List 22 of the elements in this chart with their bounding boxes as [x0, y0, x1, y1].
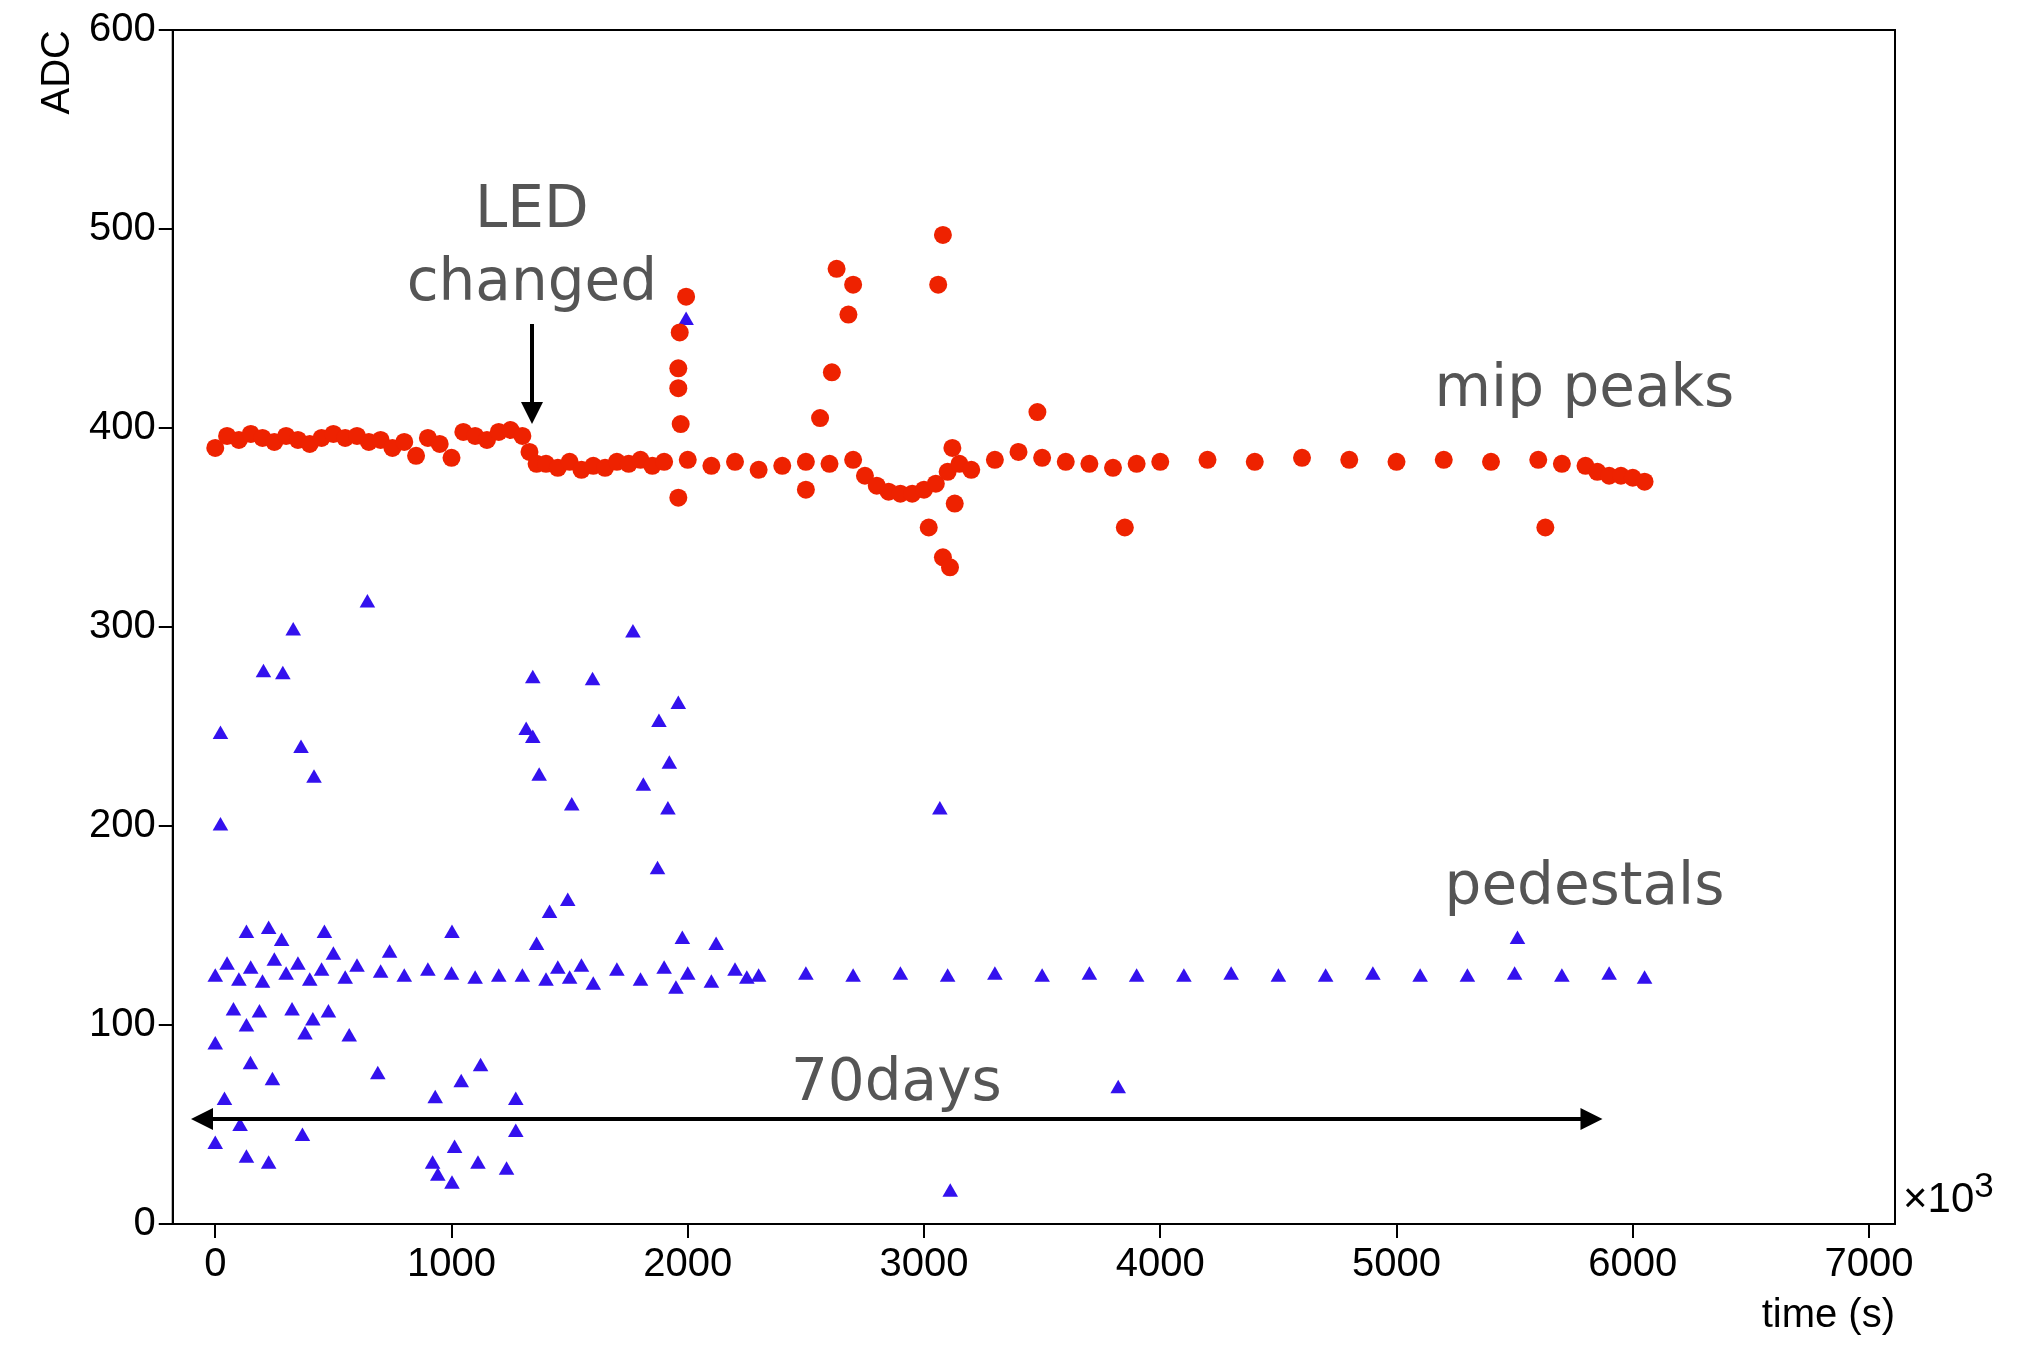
x-tick-label: 7000 [1824, 1240, 1914, 1285]
x-tick-label: 2000 [643, 1240, 733, 1285]
series-label: pedestals [1444, 848, 1725, 920]
x-tick-label: 0 [204, 1240, 227, 1285]
y-tick-label: 0 [133, 1199, 156, 1244]
y-tick-label: 500 [88, 204, 156, 249]
x-tick-label: 3000 [879, 1240, 969, 1285]
x-tick-label: 5000 [1352, 1240, 1441, 1285]
y-tick-label: 400 [88, 403, 156, 448]
x-tick-label: 6000 [1588, 1240, 1678, 1285]
x-axis-title: time (s) [1761, 1291, 1895, 1336]
y-tick-label: 300 [88, 602, 156, 647]
text: ×10$^{3}$ [1903, 1165, 1994, 1222]
annotation: 70days [790, 1044, 1002, 1116]
x-tick-label: 1000 [407, 1240, 497, 1285]
series-label: mip peaks [1434, 351, 1735, 423]
x-tick-label: 4000 [1115, 1240, 1205, 1285]
annotation: LED changed [405, 172, 658, 316]
y-tick-label: 600 [88, 5, 156, 50]
y-axis-title: ADC [33, 30, 78, 115]
y-tick-label: 100 [88, 1000, 156, 1045]
y-tick-label: 200 [88, 801, 156, 846]
